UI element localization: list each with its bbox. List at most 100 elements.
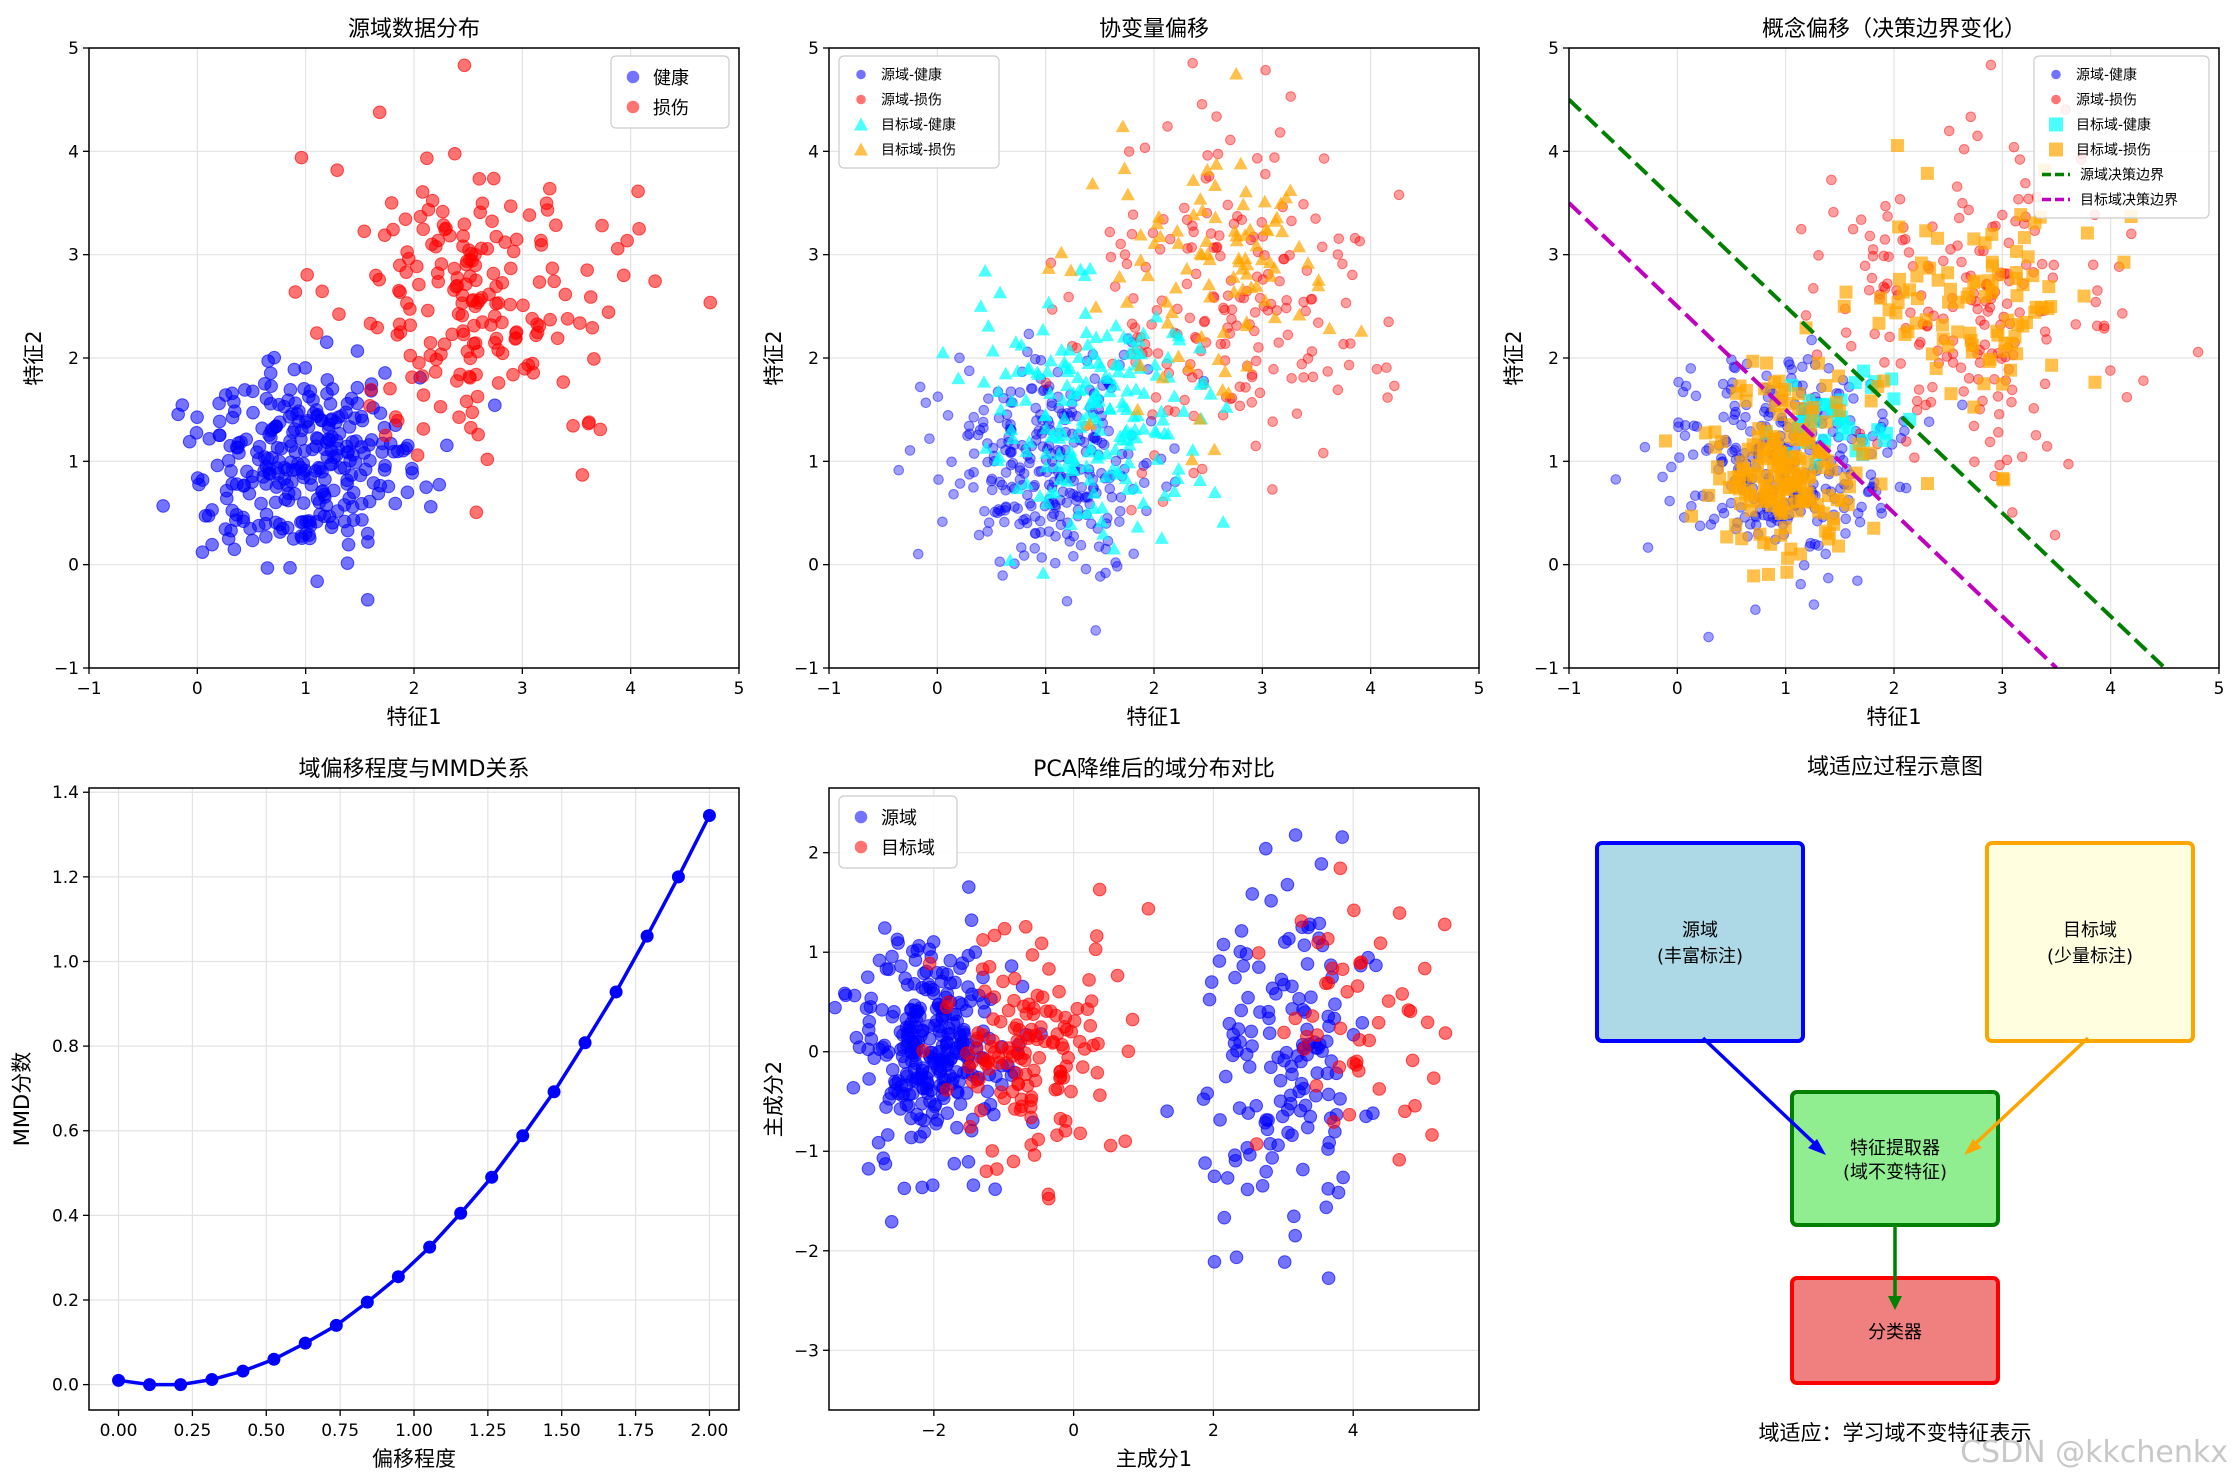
legend-label: 健康 (653, 68, 689, 89)
data-point (296, 496, 311, 510)
data-point-triangle (1193, 473, 1208, 487)
data-point-triangle (1088, 300, 1103, 313)
data-point (1347, 269, 1358, 281)
data-point (1947, 357, 1959, 368)
data-point-triangle (1292, 307, 1307, 321)
data-point (1114, 505, 1126, 517)
data-point (1689, 490, 1701, 502)
data-point (1220, 1171, 1235, 1185)
data-point-square (1982, 274, 1996, 288)
data-point (1718, 411, 1729, 423)
data-point (575, 468, 590, 482)
y-tick-label: −1 (794, 1142, 819, 1162)
y-tick-label: 5 (68, 39, 79, 59)
series-目标域 (1249, 861, 1453, 1167)
data-point (583, 290, 598, 304)
data-point-square (1795, 433, 1809, 447)
data-point (412, 277, 426, 292)
data-point (1093, 1088, 1107, 1103)
data-point-triangle (1079, 325, 1094, 339)
data-point (1883, 251, 1894, 263)
data-point (1729, 400, 1740, 412)
data-point (400, 485, 415, 500)
data-point (1297, 938, 1312, 953)
data-point (396, 443, 410, 458)
legend-label: 源域决策边界 (2080, 167, 2164, 184)
data-point (1000, 484, 1012, 496)
data-point (1389, 380, 1400, 392)
x-tick-label: 0 (192, 679, 203, 699)
data-point (1226, 313, 1237, 325)
data-point (1022, 489, 1033, 501)
data-point (1139, 477, 1150, 489)
data-point-square (1919, 224, 1933, 238)
data-point (238, 383, 252, 397)
legend-marker (626, 100, 640, 114)
data-point-square (1789, 475, 1803, 489)
chart-title: 域偏移程度与MMD关系 (299, 757, 530, 782)
data-point-square (1784, 542, 1798, 556)
data-point-square (1967, 400, 1981, 414)
data-point (1859, 260, 1871, 272)
data-point (1927, 381, 1938, 393)
data-point (372, 105, 387, 120)
data-point (1012, 1023, 1027, 1037)
data-point (1673, 376, 1684, 388)
data-point (341, 537, 356, 552)
data-point-triangle (979, 441, 994, 454)
data-point (405, 466, 420, 480)
data-point (904, 1111, 918, 1126)
data-point (383, 381, 397, 396)
mmd-point (267, 1352, 281, 1366)
data-point (437, 337, 452, 352)
data-point (1024, 1110, 1038, 1125)
data-point (287, 362, 302, 377)
data-point (429, 352, 444, 367)
data-point (1251, 153, 1263, 164)
data-point-square (1733, 497, 1747, 511)
data-point-square (2017, 231, 2031, 245)
data-point (962, 430, 973, 442)
data-point (322, 509, 337, 524)
data-point (360, 593, 375, 607)
data-point (1228, 970, 1242, 985)
x-tick-label: 3 (1257, 679, 1268, 699)
data-point (363, 398, 377, 413)
data-point (273, 525, 287, 539)
data-point (1271, 1138, 1285, 1152)
data-point (423, 335, 438, 350)
data-point (1878, 281, 1889, 292)
data-point (1795, 578, 1807, 590)
data-point (974, 424, 986, 436)
legend-marker (2049, 142, 2063, 157)
data-point (1349, 232, 1361, 244)
data-point (506, 367, 520, 382)
data-point (1110, 455, 1122, 467)
data-point (1125, 1012, 1140, 1027)
data-point (1845, 340, 1857, 352)
data-point (550, 331, 565, 346)
data-point (495, 315, 509, 330)
data-point (933, 474, 944, 485)
data-point (1319, 976, 1333, 991)
series-损伤 (288, 58, 718, 520)
data-point-triangle (1039, 421, 1054, 435)
data-point-square (1746, 354, 1760, 368)
data-point (1333, 1021, 1348, 1036)
data-point (1249, 307, 1261, 318)
data-point (545, 261, 560, 276)
data-point (364, 382, 378, 397)
x-tick-label: −1 (816, 679, 841, 699)
data-point (340, 556, 355, 570)
data-point-square (1764, 537, 1778, 551)
series-目标域-损伤 (1799, 139, 2138, 491)
data-point (1262, 305, 1274, 316)
data-point (961, 880, 976, 894)
y-axis-label: 特征2 (762, 330, 786, 385)
data-point-triangle (1035, 322, 1050, 336)
data-point (318, 442, 332, 457)
data-point (996, 438, 1007, 449)
mmd-point (485, 1170, 499, 1184)
data-point (1800, 310, 1812, 321)
